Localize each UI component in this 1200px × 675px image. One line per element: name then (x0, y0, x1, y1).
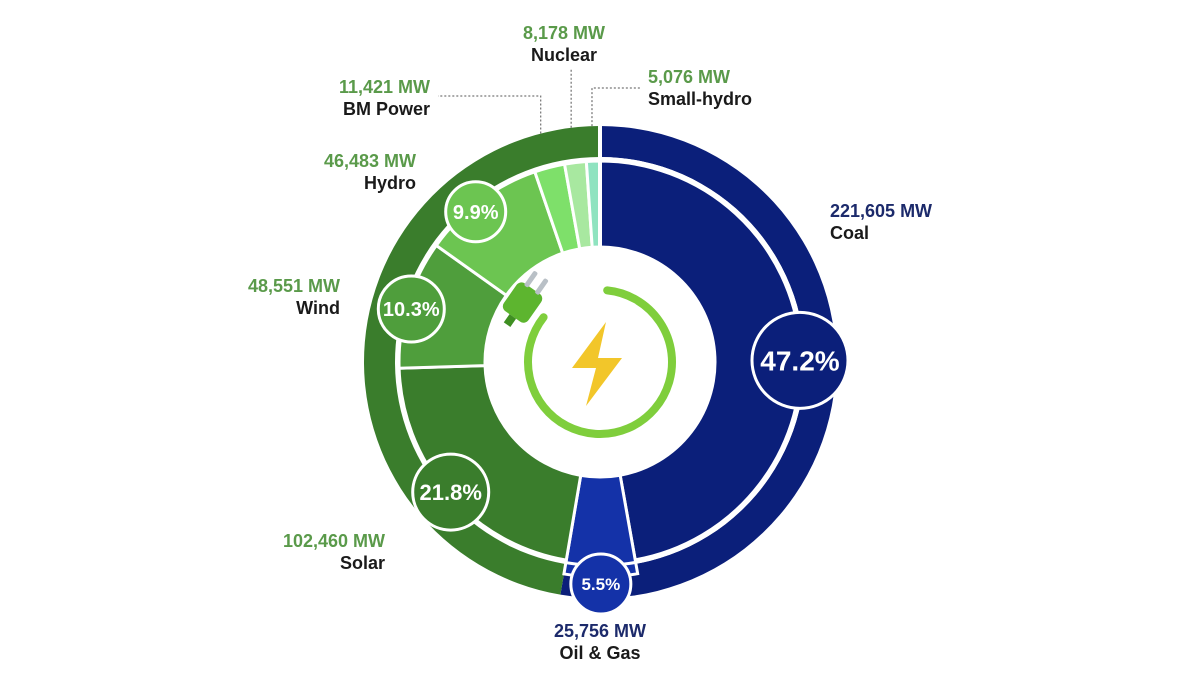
plug-icon (502, 271, 549, 327)
hydro-name-label: Hydro (363, 173, 416, 193)
nuclear-label: 8,178 MW Nuclear (490, 22, 638, 66)
solar-percent-bubble (411, 452, 491, 532)
hydro-percent-label: 9.9% (453, 202, 499, 224)
small-hydro-label: 5,076 MW Small-hydro (648, 66, 752, 110)
small-hydro-leader-line (591, 87, 640, 127)
plug-body (502, 282, 543, 323)
solar-name-label: Solar (339, 553, 385, 573)
small-hydro-name-label: Small-hydro (648, 89, 753, 109)
wind-label: 48,551 MW Wind (200, 275, 340, 319)
lightning-bolt-icon (572, 322, 622, 406)
power-ring-arc (524, 286, 676, 438)
coal-percent-label: 47.2% (760, 345, 839, 376)
wind-name-label: Wind (296, 298, 340, 318)
hydro-value-label: 46,483 MW (323, 151, 416, 171)
plug-prong-left (524, 271, 538, 288)
wind-percent-bubble (376, 274, 446, 344)
hydro-label: 46,483 MW Hydro (260, 150, 416, 194)
wind-percent-label: 10.3% (383, 299, 440, 321)
nuclear-value-label: 8,178 MW (522, 23, 606, 43)
oil-gas-name-label: Oil & Gas (559, 643, 641, 663)
wind-value-label: 48,551 MW (247, 276, 340, 296)
coal-percent-bubble (750, 310, 850, 410)
oil-gas-value-label: 25,756 MW (553, 621, 647, 641)
solar-value-label: 102,460 MW (282, 531, 385, 551)
coal-label: 221,605 MW Coal (830, 200, 932, 244)
bm-power-value-label: 11,421 MW (338, 77, 430, 97)
power-plug-lightning-icon (502, 271, 676, 438)
solar-label: 102,460 MW Solar (200, 530, 385, 574)
coal-value-label: 221,605 MW (830, 201, 933, 221)
coal-name-label: Coal (830, 223, 870, 243)
bm-power-name-label: BM Power (342, 99, 430, 119)
oil-gas-percent-bubble (569, 552, 633, 616)
small-hydro-value-label: 5,076 MW (648, 67, 731, 87)
bm-power-label: 11,421 MW BM Power (280, 76, 430, 120)
plug-prong-right (535, 278, 549, 295)
oil-gas-percent-label: 5.5% (581, 575, 620, 594)
hydro-percent-bubble (444, 180, 508, 244)
nuclear-name-label: Nuclear (530, 45, 598, 65)
bm-power-leader-line (438, 95, 542, 134)
solar-percent-label: 21.8% (420, 480, 482, 505)
oil-gas-label: 25,756 MW Oil & Gas (510, 620, 690, 664)
plug-cord (503, 314, 517, 327)
